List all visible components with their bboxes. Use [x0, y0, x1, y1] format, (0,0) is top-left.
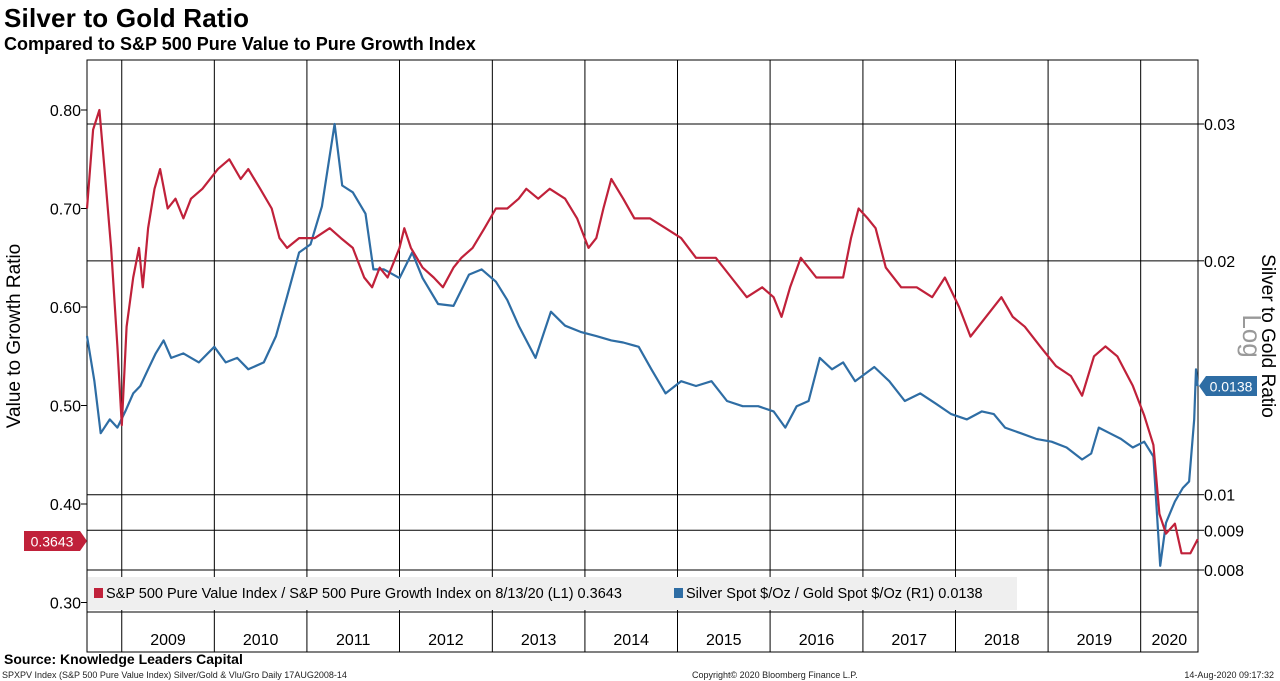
right-tick-label: 0.02: [1204, 254, 1235, 271]
left-tag-background: [24, 531, 87, 551]
series-line-value-growth: [85, 108, 1199, 555]
right-tick-label: 0.008: [1204, 563, 1244, 580]
right-axis-label: Silver to Gold Ratio: [1257, 254, 1278, 418]
year-label: 2017: [891, 632, 927, 649]
right-tag-value: 0.0138: [1210, 379, 1253, 395]
grid-lines: [86, 59, 1199, 653]
year-label: 2020: [1152, 632, 1188, 649]
chart-canvas: 0.800.700.600.500.400.30 0.030.020.010.0…: [4, 59, 1278, 653]
right-tag-background: [1199, 376, 1257, 396]
legend: S&P 500 Pure Value Index / S&P 500 Pure …: [88, 577, 1017, 610]
right-tick-label: 0.03: [1204, 117, 1235, 134]
year-label: 2015: [706, 632, 742, 649]
year-label: 2013: [521, 632, 557, 649]
log-scale-label: Log: [1237, 314, 1267, 357]
year-label: 2016: [799, 632, 835, 649]
left-axis-ticks: 0.80 0.70 0.60 0.50 0.40 0.30: [50, 103, 87, 613]
year-label: 2014: [613, 632, 649, 649]
chart-title: Silver to Gold Ratio: [4, 3, 250, 33]
year-label: 2019: [1077, 632, 1113, 649]
left-tick-label: 0.60: [50, 300, 81, 317]
year-label: 2012: [428, 632, 464, 649]
plot-frame: [86, 59, 1199, 653]
right-tick-label: 0.009: [1204, 523, 1244, 540]
right-tick-label: 0.01: [1204, 488, 1235, 505]
year-label: 2018: [984, 632, 1020, 649]
footer-timestamp: 14-Aug-2020 09:17:32: [1184, 670, 1274, 680]
legend-swatch-silver-gold: [674, 588, 683, 598]
x-axis-year-labels: 2009 2010 2011 2012 2013 2014 2015 2016 2017 2018…: [150, 632, 1187, 649]
left-tick-label: 0.40: [50, 497, 81, 514]
left-axis-label: Value to Growth Ratio: [4, 244, 25, 428]
legend-background: [88, 577, 1017, 610]
left-tick-label: 0.70: [50, 202, 81, 219]
left-tag-value: 0.3643: [31, 534, 74, 550]
left-tick-label: 0.50: [50, 399, 81, 416]
footer-copyright: Copyright© 2020 Bloomberg Finance L.P.: [692, 670, 858, 680]
year-label: 2010: [243, 632, 279, 649]
source-note: Source: Knowledge Leaders Capital: [4, 651, 243, 667]
legend-entry-value-growth: S&P 500 Pure Value Index / S&P 500 Pure …: [106, 586, 622, 602]
year-label: 2009: [150, 632, 186, 649]
footer-index-info: SPXPV Index (S&P 500 Pure Value Index) S…: [2, 670, 347, 680]
legend-entry-silver-gold: Silver Spot $/Oz / Gold Spot $/Oz (R1) 0…: [686, 586, 983, 602]
year-label: 2011: [336, 632, 371, 649]
series-line-silver-gold: [85, 122, 1199, 567]
chart-subtitle: Compared to S&P 500 Pure Value to Pure G…: [4, 34, 476, 54]
left-tick-label: 0.80: [50, 103, 81, 120]
right-axis-ticks: 0.03 0.02 0.01 0.009 0.008: [1198, 117, 1244, 580]
right-last-value-tag: 0.0138: [1199, 376, 1257, 396]
legend-swatch-value-growth: [94, 588, 103, 598]
left-last-value-tag: 0.3643: [24, 531, 87, 551]
series-layer: [85, 108, 1199, 567]
left-tick-label: 0.30: [50, 596, 81, 613]
